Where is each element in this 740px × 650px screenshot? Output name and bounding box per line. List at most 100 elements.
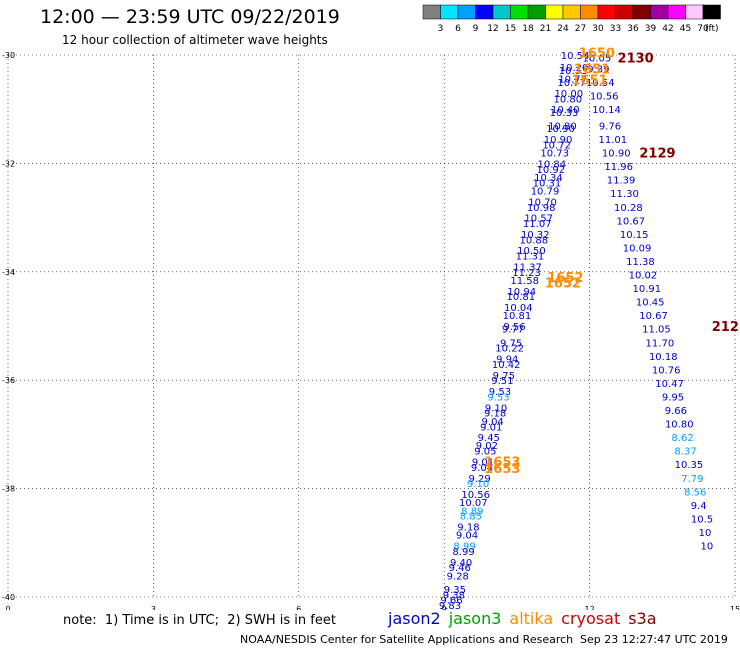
y-tick-label: -36 (2, 376, 15, 385)
wave-height-point: 9.75 (493, 371, 515, 382)
y-tick-label: -40 (2, 593, 15, 602)
satellite-jason2: jason2 (388, 609, 441, 628)
wave-height-point: 11.01 (599, 135, 628, 146)
wave-height-point: 11.37 (513, 262, 542, 273)
wave-height-point: 10.07 (459, 498, 488, 509)
pass-time-label: 1653 (484, 462, 520, 477)
wave-height-point: 9.77 (502, 325, 524, 336)
wave-height-point: 10.49 (434, 609, 463, 610)
chart-subtitle: 12 hour collection of altimeter wave hei… (62, 33, 328, 47)
wave-height-point: 9.28 (447, 571, 469, 582)
wave-height-point: 10.80 (665, 420, 694, 431)
wave-height-point: 10.94 (507, 287, 536, 298)
wave-height-point: 10.47 (655, 379, 684, 390)
wave-height-point: 9.46 (449, 563, 471, 574)
wave-height-point: 11.39 (607, 176, 636, 187)
wave-height-point: 9.04 (482, 417, 504, 428)
legend-label: 70 (697, 24, 709, 34)
wave-height-point: 9.51 (491, 376, 513, 387)
wave-height-point: 10.76 (652, 365, 681, 376)
wave-height-point: 10.80 (548, 121, 577, 132)
wave-height-point: 10.92 (537, 165, 566, 176)
wave-height-point: 10.54 (586, 78, 615, 89)
x-tick-label: 9 (442, 605, 447, 610)
wave-height-point: 10.54 (561, 51, 590, 62)
legend-label: 24 (557, 24, 569, 34)
wave-height-point: 10.90 (546, 124, 575, 135)
wave-height-point: 9.01 (480, 422, 502, 433)
wave-height-point: 10.15 (620, 230, 649, 241)
wave-height-point: 9.45 (478, 433, 500, 444)
legend-label: 18 (522, 24, 534, 34)
x-tick-label: 15 (730, 605, 740, 610)
wave-height-point: 10.90 (602, 149, 631, 160)
legend-label: 30 (592, 24, 604, 34)
wave-height-point: 10.04 (504, 303, 533, 314)
legend-label: 45 (680, 24, 691, 34)
y-tick-label: -38 (2, 485, 15, 494)
wave-height-point: 10.77 (557, 78, 586, 89)
pass-time-label: 2129 (639, 147, 675, 162)
wave-height-point: 9.56 (503, 322, 525, 333)
wave-height-point: 10.84 (537, 159, 566, 170)
wave-height-point: 11.23 (512, 268, 541, 279)
legend-label: 21 (540, 24, 551, 34)
wave-height-point: 9.18 (457, 523, 479, 534)
wave-height-point: 10.67 (616, 216, 645, 227)
wave-height-point: 8.99 (453, 542, 475, 553)
x-tick-label: 6 (296, 605, 301, 610)
wave-height-point: 8.99 (452, 547, 474, 558)
plot-area: 0 3 6 9 12 15-30-32-34-36-38-4010.5410.2010.3… (2, 46, 740, 610)
y-tick-label: -32 (2, 159, 15, 168)
wave-height-point: 10.90 (544, 135, 573, 146)
y-tick-label: -30 (2, 51, 15, 60)
wave-height-point: 9.38 (443, 590, 465, 601)
satellite-cryosat: cryosat (561, 609, 621, 628)
wave-height-point: 10.77 (558, 74, 587, 85)
wave-height-point: 9.10 (485, 403, 507, 414)
wave-height-point: 9.94 (496, 355, 518, 366)
legend-label: 9 (473, 24, 479, 34)
wave-height-point: 10.80 (553, 94, 582, 105)
wave-height-point: 10.40 (551, 105, 580, 116)
wave-height-point: 10.31 (533, 178, 562, 189)
wave-height-point: 11.31 (516, 252, 545, 263)
satellite-s3a: s3a (628, 609, 657, 628)
wave-height-point: 10.34 (534, 173, 563, 184)
wave-height-point: 9.76 (599, 121, 621, 132)
wave-height-point: 10.28 (614, 203, 643, 214)
x-tick-label: 0 (5, 605, 10, 610)
wave-height-point: 10.88 (520, 235, 549, 246)
wave-height-point: 8.85 (460, 512, 482, 523)
legend-label: 6 (455, 24, 461, 34)
wave-height-point: 11.05 (642, 325, 671, 336)
color-legend: 3 6 9 12 15 18 21 24 27 30 33 36 39 42 45 70(ft) (422, 4, 721, 34)
wave-height-point: 10 (699, 528, 712, 539)
wave-height-point: 9.35 (444, 585, 466, 596)
x-tick-label: 12 (585, 605, 595, 610)
pass-time-label: 1651 (574, 63, 610, 78)
wave-height-point: 10.22 (495, 344, 524, 355)
wave-height-point: 9.18 (484, 409, 506, 420)
wave-height-point: 10.14 (592, 105, 621, 116)
wave-height-point: 10.56 (461, 490, 490, 501)
wave-height-point: 11.38 (626, 257, 655, 268)
credit-text: NOAA/NESDIS Center for Satellite Applica… (240, 633, 574, 646)
pass-time-label: 1652 (545, 277, 581, 292)
wave-height-point: 10.32 (521, 230, 550, 241)
wave-height-point: 9.05 (474, 447, 496, 458)
pass-time-label: 2130 (618, 52, 654, 67)
wave-height-point: 8.37 (674, 447, 696, 458)
wave-height-point: 10.33 (559, 66, 588, 77)
wave-height-point: 9.04 (456, 531, 478, 542)
legend-label: 36 (627, 24, 639, 34)
satellite-altika: altika (509, 609, 554, 628)
wave-height-point: 10 (701, 542, 714, 553)
wave-height-point: 10.09 (623, 243, 652, 254)
wave-height-point: 9.66 (665, 406, 687, 417)
wave-height-point: 11.96 (604, 162, 633, 173)
pass-time-label: 1653 (484, 456, 520, 471)
wave-height-point: 10.81 (503, 311, 532, 322)
wave-height-point: 10.33 (550, 108, 579, 119)
wave-height-point: 10.73 (540, 149, 569, 160)
